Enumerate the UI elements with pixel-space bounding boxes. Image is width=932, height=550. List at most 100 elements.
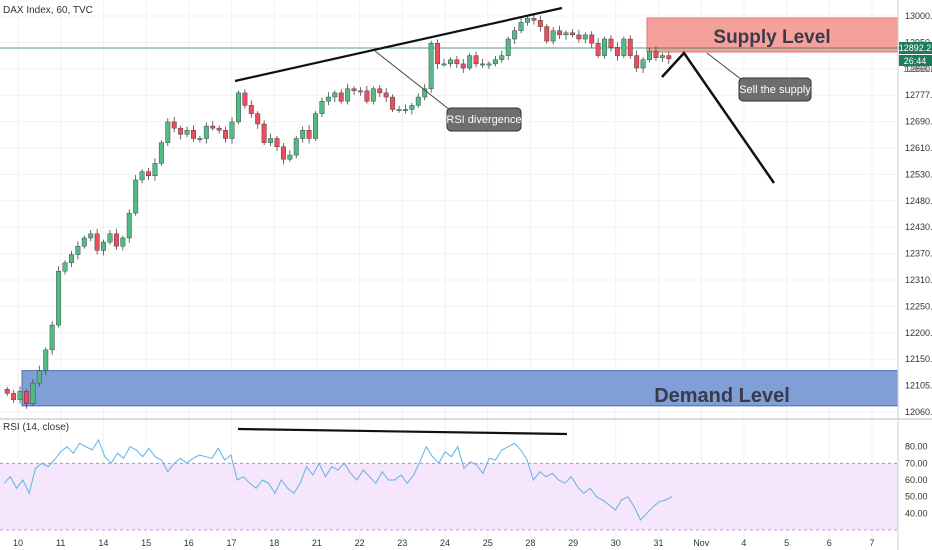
candle bbox=[602, 38, 608, 56]
candle bbox=[396, 109, 402, 111]
chart-title: DAX Index, 60, TVC bbox=[3, 5, 93, 16]
candle bbox=[390, 96, 396, 110]
candle bbox=[409, 105, 415, 110]
candle bbox=[268, 138, 274, 143]
candle bbox=[345, 88, 351, 102]
time-tick-label: 29 bbox=[568, 538, 578, 548]
rsi-tick-label: 70.00 bbox=[905, 458, 928, 468]
candle bbox=[525, 18, 530, 23]
candle bbox=[441, 63, 447, 66]
candle bbox=[627, 38, 633, 56]
supply-level-label: Supply Level bbox=[713, 27, 830, 48]
candle bbox=[88, 233, 94, 239]
candle bbox=[358, 90, 363, 93]
time-tick-label: 6 bbox=[827, 538, 832, 548]
time-tick-label: 4 bbox=[741, 538, 746, 548]
candle bbox=[248, 105, 254, 114]
sell-supply-label: Sell the supply bbox=[739, 84, 811, 96]
price-tick-label: 12250.0 bbox=[905, 301, 932, 311]
rsi-title: RSI (14, close) bbox=[3, 422, 69, 433]
candle bbox=[569, 32, 575, 36]
candle bbox=[608, 38, 614, 48]
price-tick-label: 12777.0 bbox=[905, 90, 932, 100]
candle bbox=[120, 237, 126, 247]
candle bbox=[4, 389, 10, 394]
time-tick-label: 11 bbox=[56, 538, 65, 548]
candle bbox=[563, 32, 569, 36]
candle bbox=[666, 55, 672, 60]
candle bbox=[30, 382, 36, 404]
candle bbox=[480, 63, 485, 66]
time-tick-label: 31 bbox=[653, 538, 663, 548]
time-tick-label: 28 bbox=[525, 538, 535, 548]
candle bbox=[653, 51, 659, 58]
candle bbox=[280, 146, 286, 160]
price-tick-label: 12150.0 bbox=[905, 354, 932, 364]
candle bbox=[300, 130, 306, 139]
candle bbox=[101, 241, 107, 251]
candle bbox=[36, 370, 42, 384]
candle bbox=[319, 100, 325, 114]
candle bbox=[364, 90, 370, 102]
time-tick-label: 30 bbox=[611, 538, 621, 548]
countdown-value: 26:44 bbox=[904, 56, 927, 66]
candle bbox=[126, 212, 132, 239]
time-tick-label: 17 bbox=[226, 538, 236, 548]
candle bbox=[210, 125, 216, 129]
rsi-tick-label: 40.00 bbox=[905, 508, 928, 518]
rsi-line bbox=[3, 438, 673, 521]
rsi-tick-label: 50.00 bbox=[905, 492, 928, 502]
candle bbox=[402, 109, 408, 111]
candle bbox=[235, 92, 241, 123]
candle bbox=[589, 34, 595, 44]
candle bbox=[383, 92, 389, 98]
candle bbox=[422, 88, 428, 98]
candle bbox=[203, 125, 209, 139]
candle bbox=[428, 42, 434, 89]
candle bbox=[146, 171, 151, 177]
time-tick-label: 25 bbox=[483, 538, 493, 548]
candle bbox=[255, 113, 261, 125]
candle bbox=[171, 121, 177, 129]
candle bbox=[460, 63, 466, 69]
supply-zone bbox=[646, 17, 899, 53]
candle bbox=[139, 171, 145, 181]
candle bbox=[557, 30, 563, 36]
price-tick-label: 13000.0 bbox=[905, 11, 932, 21]
candle bbox=[518, 22, 524, 31]
candle bbox=[634, 55, 640, 69]
rsi-axis[interactable]: 80.00 70.00 60.00 50.00 40.00 bbox=[905, 442, 928, 519]
candle bbox=[62, 262, 68, 272]
price-tick-label: 12480.0 bbox=[905, 196, 932, 206]
candle bbox=[544, 26, 550, 42]
candle bbox=[11, 393, 17, 400]
candle bbox=[81, 237, 87, 247]
sell-forecast-path bbox=[661, 51, 776, 184]
candle bbox=[133, 179, 139, 214]
candle bbox=[338, 92, 344, 102]
candle bbox=[325, 96, 331, 102]
candle bbox=[287, 154, 293, 160]
time-tick-label: 14 bbox=[98, 538, 108, 548]
candle bbox=[595, 42, 601, 56]
candle bbox=[184, 130, 190, 135]
countdown-badge: 26:44 bbox=[899, 55, 932, 66]
candle bbox=[537, 20, 543, 27]
candle bbox=[94, 233, 100, 251]
time-axis[interactable]: 10 11 14 15 16 17 18 21 22 23 24 25 28 29 30 31 Nov 4 5 6 7 bbox=[13, 538, 875, 548]
candle bbox=[261, 123, 267, 143]
price-tick-label: 12370.0 bbox=[905, 249, 932, 259]
candle bbox=[647, 51, 652, 60]
time-tick-label: 7 bbox=[869, 538, 874, 548]
candle bbox=[351, 88, 357, 92]
candle bbox=[113, 233, 119, 247]
candle bbox=[274, 138, 280, 147]
candle bbox=[499, 55, 505, 60]
candle bbox=[582, 34, 588, 40]
demand-level-label: Demand Level bbox=[654, 385, 790, 407]
candle bbox=[531, 18, 537, 21]
candle bbox=[165, 121, 171, 143]
candle bbox=[435, 42, 441, 65]
time-tick-label: 10 bbox=[13, 538, 23, 548]
